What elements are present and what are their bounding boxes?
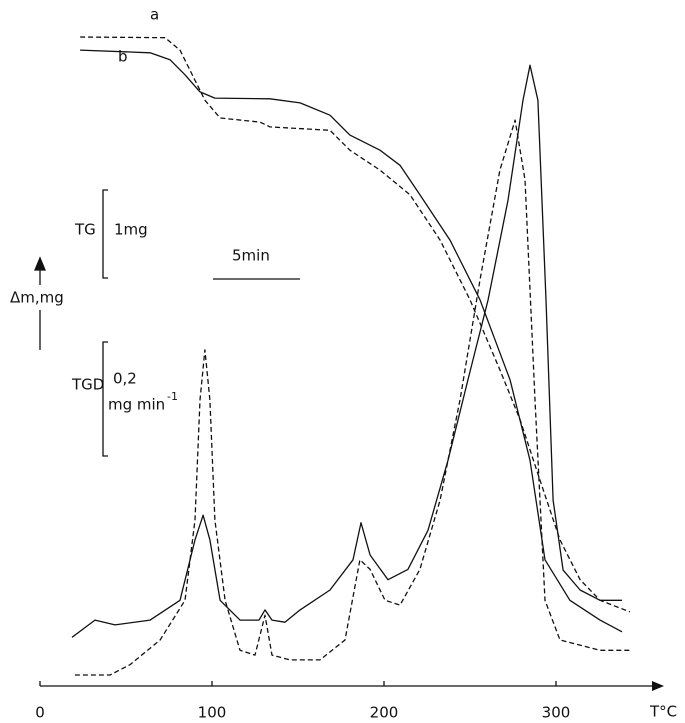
curve — [80, 36, 631, 613]
x-axis-label: T°C — [649, 703, 677, 721]
y-label: Δm,mg — [10, 289, 64, 307]
scale-bars — [34, 189, 300, 457]
tgd-scale: 0,2 — [113, 370, 137, 388]
tgd-exponent: -1 — [167, 390, 178, 403]
tgd-unit: mg min — [108, 396, 165, 414]
x-tick-label: 0 — [35, 704, 45, 722]
tg-bracket — [102, 189, 108, 279]
tgd-label: TGD — [71, 376, 104, 394]
tg-scale: 1mg — [114, 221, 148, 239]
curve — [74, 119, 630, 676]
x-arrowhead — [652, 681, 664, 691]
x-tick-label: 200 — [370, 704, 399, 722]
y-arrowhead — [34, 256, 46, 271]
series-label: a — [150, 6, 159, 24]
x-tick-label: 100 — [198, 704, 227, 722]
series-label: b — [118, 48, 128, 66]
tgd-bracket — [102, 341, 108, 457]
time-scale: 5min — [232, 247, 270, 265]
tg-label: TG — [74, 221, 96, 239]
curve — [71, 64, 622, 638]
x-tick-label: 300 — [542, 704, 571, 722]
curve — [80, 49, 623, 633]
